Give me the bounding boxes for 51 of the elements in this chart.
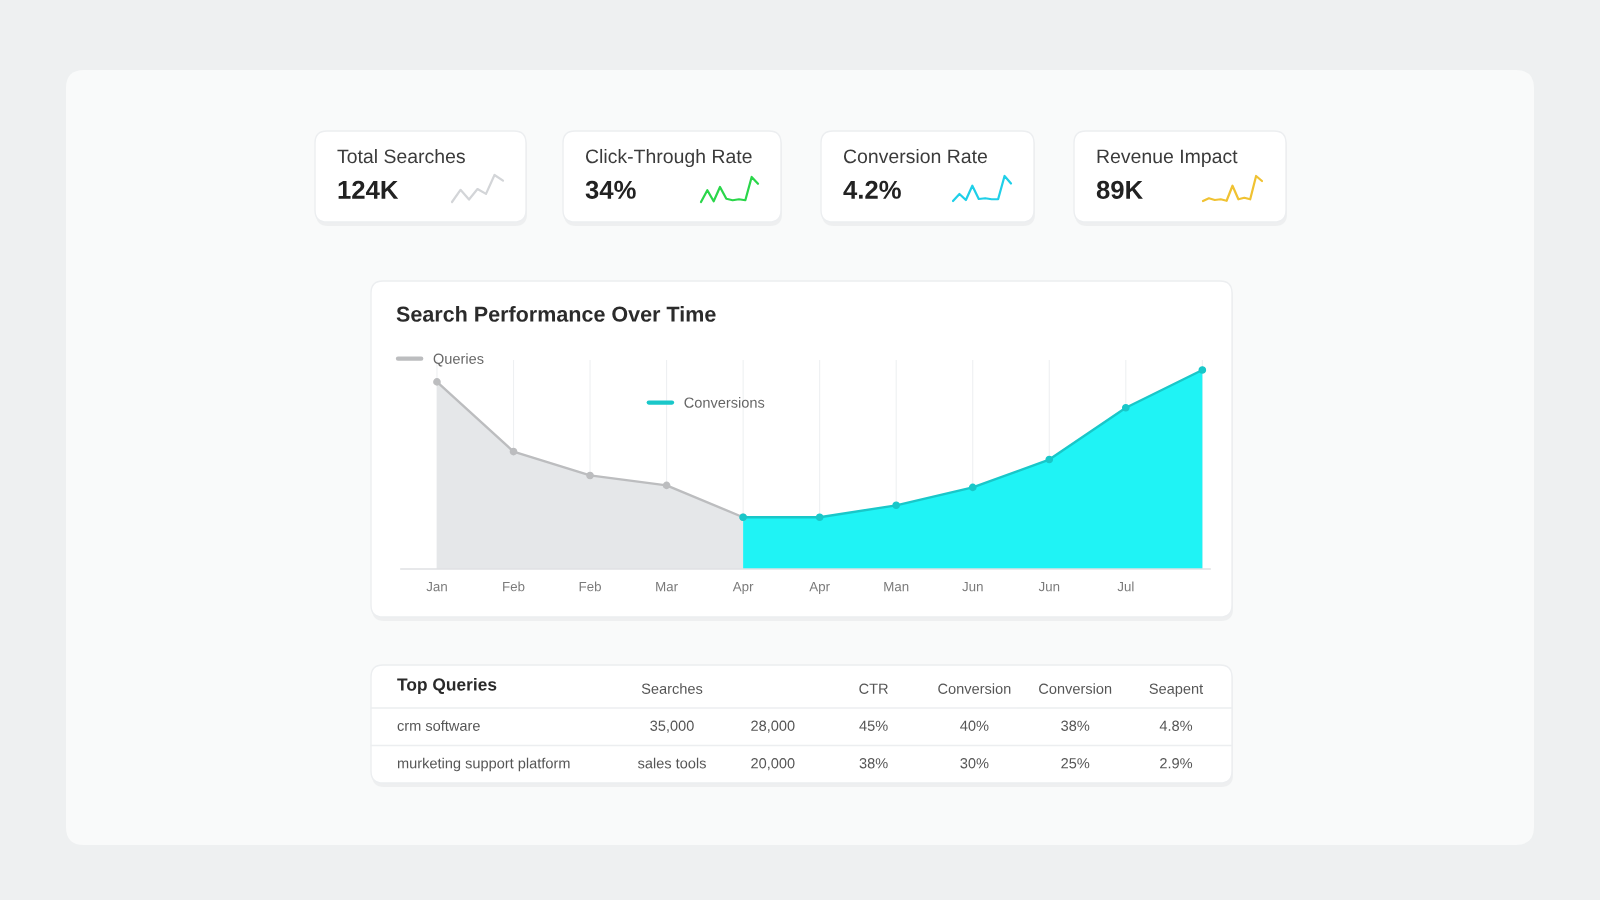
chart-title: Search Performance Over Time xyxy=(396,305,716,322)
text: 2.9% xyxy=(1160,758,1193,769)
x-tick-label: Feb xyxy=(579,581,601,592)
text: 25% xyxy=(1061,758,1090,769)
point xyxy=(662,481,671,490)
category-label: Conversion xyxy=(938,683,1011,694)
text: 40% xyxy=(960,720,989,731)
text: sales tools xyxy=(637,757,706,769)
point xyxy=(433,378,441,386)
x-tick-label: Feb xyxy=(503,581,525,592)
point xyxy=(815,513,824,522)
category-label: Conversion xyxy=(1039,683,1112,694)
legend-label: Queries xyxy=(433,353,484,367)
category-label: CTR xyxy=(859,683,888,694)
legend-label: Conversions xyxy=(684,397,765,408)
text: 34% xyxy=(585,180,636,199)
text: murketing support platform xyxy=(397,757,570,772)
text: 38% xyxy=(1061,720,1090,731)
text: Conversion Rate xyxy=(843,148,987,164)
point xyxy=(892,501,901,510)
x-tick-label: Apr xyxy=(809,581,830,594)
point xyxy=(1198,366,1207,374)
x-tick-label: Jun xyxy=(962,581,983,592)
text: 4.8% xyxy=(1159,720,1193,731)
point xyxy=(968,483,977,492)
x-tick-label: Jun xyxy=(1038,581,1060,592)
point xyxy=(586,471,594,480)
text: Revenue Impact xyxy=(1097,149,1238,168)
text: Total Searches xyxy=(337,148,465,164)
text: 124K xyxy=(338,180,399,199)
x-tick-label: Man xyxy=(884,581,909,592)
x-tick-label: Apr xyxy=(732,581,754,594)
text: Click-Through Rate xyxy=(585,148,752,168)
category-label: Seapent xyxy=(1149,683,1204,697)
x-tick-label: Jul xyxy=(1117,581,1134,592)
point xyxy=(1045,455,1054,464)
category-label: Searches xyxy=(641,683,703,694)
text: 38% xyxy=(859,758,888,769)
text: 20,000 xyxy=(751,758,795,771)
text: Top Queries xyxy=(397,677,497,695)
x-tick-label: Jan xyxy=(426,581,447,592)
x-tick-label: Mar xyxy=(656,581,678,592)
text: 28,000 xyxy=(751,720,795,733)
text: crm software xyxy=(397,720,480,731)
text: 45% xyxy=(859,720,888,731)
text: 35,000 xyxy=(650,720,694,733)
point xyxy=(509,447,518,456)
text: 89K xyxy=(1096,180,1143,199)
text: 30% xyxy=(960,758,989,769)
text: 4.2% xyxy=(843,180,901,199)
point xyxy=(1121,403,1130,412)
